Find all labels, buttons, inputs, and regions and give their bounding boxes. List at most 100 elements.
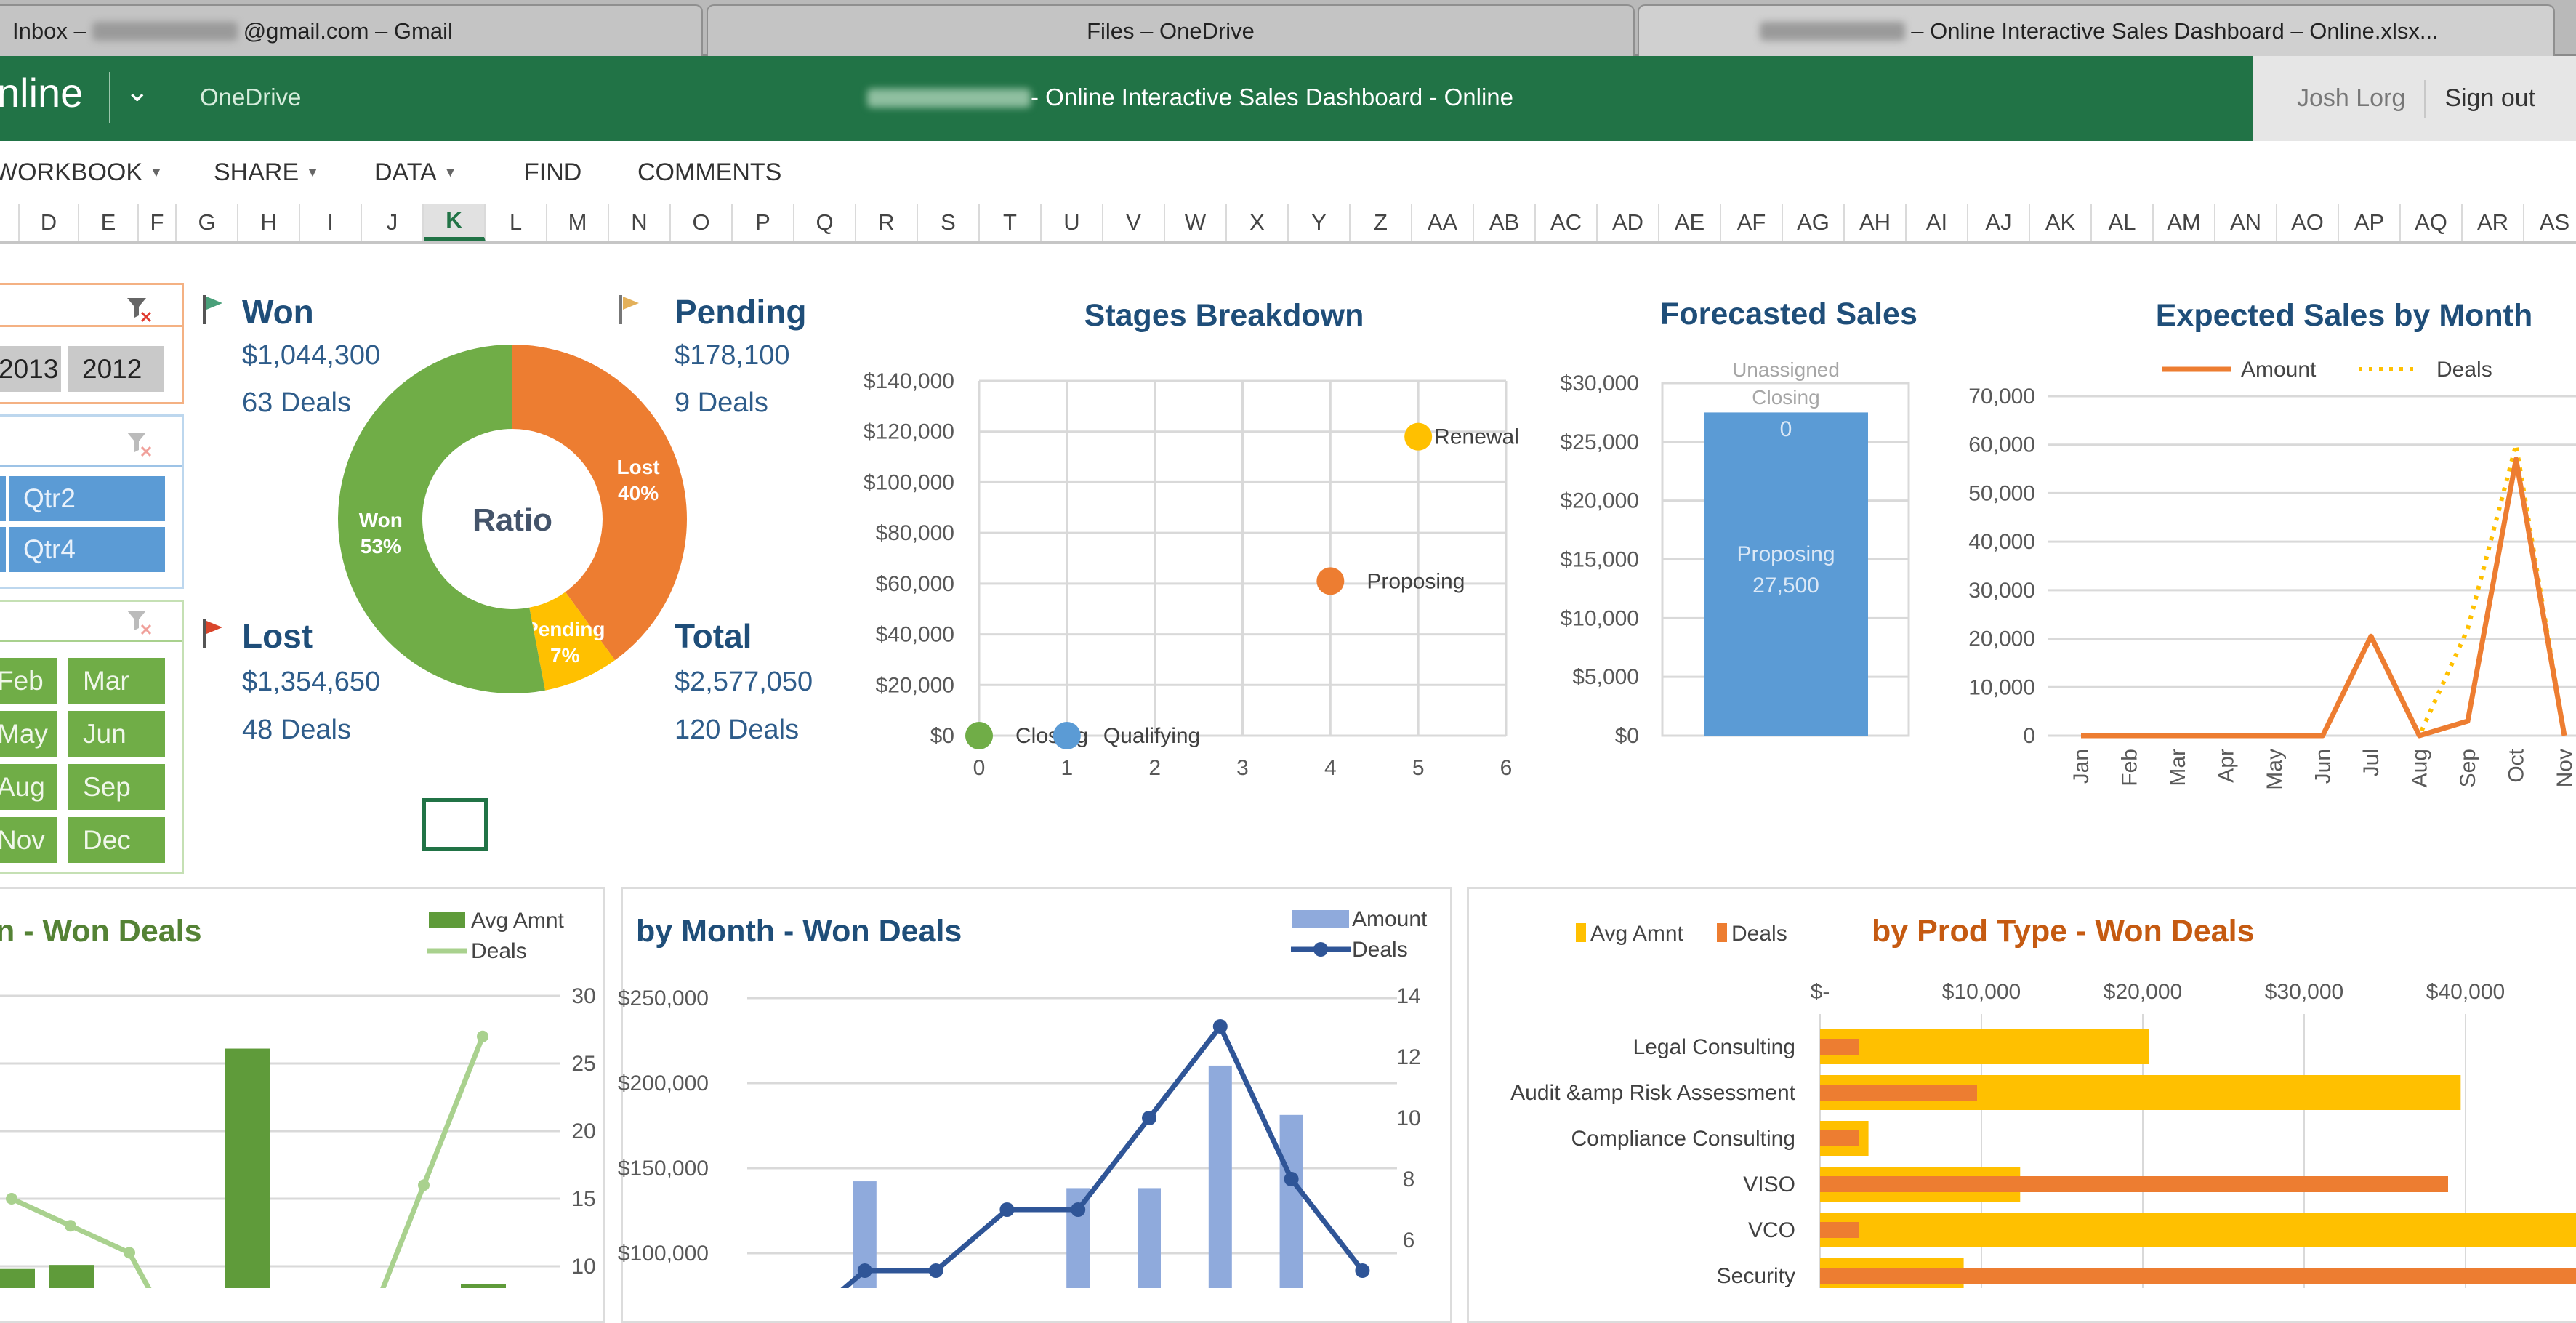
slicer-option-partial[interactable] xyxy=(0,527,6,572)
menu-comments[interactable]: COMMENTS xyxy=(637,158,781,187)
column-header-q[interactable]: Q xyxy=(794,204,856,241)
slicer-header-divider xyxy=(0,325,182,327)
menu-workbook[interactable]: WORKBOOK ▼ xyxy=(0,158,163,187)
column-header-d[interactable]: D xyxy=(20,204,79,241)
column-header-ap[interactable]: AP xyxy=(2339,204,2401,241)
slicer-option-sep[interactable]: Sep xyxy=(68,764,165,810)
year-slicer: 2013 2012 xyxy=(0,283,184,404)
column-header-x[interactable]: X xyxy=(1227,204,1289,241)
column-header-as[interactable]: AS xyxy=(2524,204,2576,241)
user-divider xyxy=(2424,79,2426,118)
column-header-ag[interactable]: AG xyxy=(1783,204,1845,241)
column-header-am[interactable]: AM xyxy=(2154,204,2215,241)
slicer-header-divider xyxy=(0,640,182,642)
donut-center-label: Ratio xyxy=(472,502,552,538)
slicer-option-may[interactable]: May xyxy=(0,711,57,757)
clear-filter-icon[interactable] xyxy=(126,608,155,637)
column-header-ak[interactable]: AK xyxy=(2030,204,2092,241)
slicer-option-partial[interactable] xyxy=(0,476,6,521)
column-header-w[interactable]: W xyxy=(1165,204,1227,241)
column-header-ah[interactable]: AH xyxy=(1845,204,1907,241)
bar-deals xyxy=(1820,1268,2576,1284)
legend-avg-amnt-swatch xyxy=(1576,923,1586,942)
forecast-bar-proposing xyxy=(1704,412,1868,736)
deals-marker xyxy=(6,1193,17,1205)
bar-amount xyxy=(1208,1065,1232,1288)
column-header-al[interactable]: AL xyxy=(2092,204,2154,241)
column-header-aa[interactable]: AA xyxy=(1412,204,1474,241)
y-tick-label: $80,000 xyxy=(876,521,954,545)
column-header-aq[interactable]: AQ xyxy=(2401,204,2463,241)
slicer-option-dec[interactable]: Dec xyxy=(68,817,165,863)
column-header-ad[interactable]: AD xyxy=(1598,204,1659,241)
onedrive-link[interactable]: OneDrive xyxy=(200,84,302,110)
y-tick-label: $120,000 xyxy=(864,420,954,444)
column-header-u[interactable]: U xyxy=(1042,204,1103,241)
slicer-option-qtr4[interactable]: Qtr4 xyxy=(9,527,165,572)
column-header-g[interactable]: G xyxy=(177,204,238,241)
column-header-l[interactable]: L xyxy=(486,204,547,241)
clear-filter-icon[interactable] xyxy=(126,430,155,459)
kpi-total-amount: $2,577,050 xyxy=(675,667,813,697)
column-header-ar[interactable]: AR xyxy=(2463,204,2524,241)
donut-label: Won xyxy=(359,509,403,531)
column-header-m[interactable]: M xyxy=(547,204,609,241)
browser-tab-onedrive[interactable]: Files – OneDrive xyxy=(707,4,1635,56)
document-title: - Online Interactive Sales Dashboard - O… xyxy=(1031,84,1513,110)
menu-find[interactable]: FIND xyxy=(524,158,581,187)
bar-deals xyxy=(1820,1222,1859,1238)
column-header-an[interactable]: AN xyxy=(2215,204,2277,241)
column-header-y[interactable]: Y xyxy=(1289,204,1351,241)
browser-tab-excel[interactable]: – Online Interactive Sales Dashboard – O… xyxy=(1638,4,2555,56)
column-header-h[interactable]: H xyxy=(238,204,300,241)
slicer-option-qtr2[interactable]: Qtr2 xyxy=(9,476,165,521)
column-header-ai[interactable]: AI xyxy=(1907,204,1968,241)
column-header-ab[interactable]: AB xyxy=(1474,204,1536,241)
y-tick-label: $30,000 xyxy=(1561,371,1639,395)
column-header-aj[interactable]: AJ xyxy=(1968,204,2030,241)
column-header-r[interactable]: R xyxy=(856,204,918,241)
column-header-ac[interactable]: AC xyxy=(1536,204,1598,241)
slicer-option-nov[interactable]: Nov xyxy=(0,817,57,863)
column-header-i[interactable]: I xyxy=(300,204,362,241)
y2-tick-label: 14 xyxy=(1396,984,1420,1008)
column-header-ae[interactable]: AE xyxy=(1659,204,1721,241)
column-header-f[interactable]: F xyxy=(139,204,177,241)
column-header-n[interactable]: N xyxy=(609,204,671,241)
x-tick-label: $- xyxy=(1811,980,1830,1004)
column-header-o[interactable]: O xyxy=(671,204,733,241)
y2-tick-label: 8 xyxy=(1403,1167,1415,1191)
x-tick-label: $40,000 xyxy=(2426,980,2505,1004)
column-header-k[interactable]: K xyxy=(424,204,486,241)
column-header-z[interactable]: Z xyxy=(1351,204,1412,241)
selected-cell[interactable] xyxy=(422,798,488,850)
sign-out-link[interactable]: Sign out xyxy=(2444,84,2536,112)
column-header-s[interactable]: S xyxy=(918,204,980,241)
slicer-option-jun[interactable]: Jun xyxy=(68,711,165,757)
column-header-t[interactable]: T xyxy=(980,204,1042,241)
user-name[interactable]: Josh Lorg xyxy=(2297,84,2406,112)
column-header-v[interactable]: V xyxy=(1103,204,1165,241)
column-header-af[interactable]: AF xyxy=(1721,204,1783,241)
app-switcher-chevron-icon[interactable]: ⌄ xyxy=(125,76,150,108)
x-tick-label: Apr xyxy=(2215,749,2239,783)
column-header-partial[interactable] xyxy=(0,204,20,241)
menu-data[interactable]: DATA ▼ xyxy=(374,158,456,187)
bar-label: Proposing xyxy=(1736,542,1835,566)
legend-amount-swatch xyxy=(1292,910,1349,928)
clear-filter-icon[interactable] xyxy=(126,295,155,324)
slicer-option-2013[interactable]: 2013 xyxy=(0,346,61,392)
x-tick-label: Jun xyxy=(2311,749,2335,784)
column-header-j[interactable]: J xyxy=(362,204,424,241)
column-header-e[interactable]: E xyxy=(79,204,139,241)
browser-tab-gmail[interactable]: Inbox – @gmail.com – Gmail xyxy=(0,4,703,56)
slicer-option-feb[interactable]: Feb xyxy=(0,658,57,704)
slicer-option-2012[interactable]: 2012 xyxy=(68,346,164,392)
kpi-lost-deals: 48 Deals xyxy=(242,715,351,745)
column-header-ao[interactable]: AO xyxy=(2277,204,2339,241)
slicer-option-mar[interactable]: Mar xyxy=(68,658,165,704)
column-header-p[interactable]: P xyxy=(733,204,794,241)
menu-share[interactable]: SHARE ▼ xyxy=(214,158,319,187)
donut-percent: 7% xyxy=(550,644,580,667)
slicer-option-aug[interactable]: Aug xyxy=(0,764,57,810)
